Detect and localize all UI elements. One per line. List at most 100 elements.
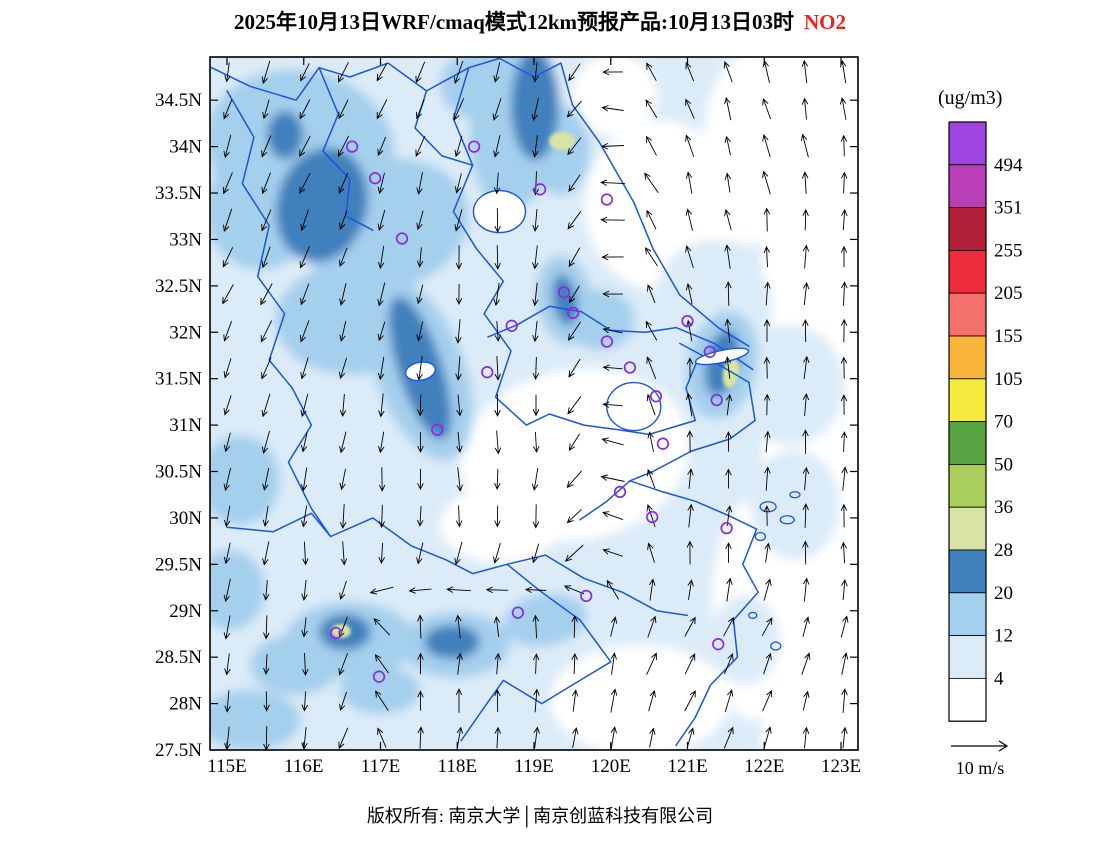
city-marker xyxy=(710,393,723,407)
wind-arrow xyxy=(415,135,426,157)
wind-arrow xyxy=(840,394,848,415)
wind-arrow xyxy=(763,505,771,526)
wind-arrow xyxy=(494,430,502,455)
lat-tick-label: 29.5N xyxy=(155,554,202,575)
wind-arrow xyxy=(566,100,582,118)
colorbar-segment xyxy=(948,506,987,551)
wind-arrow xyxy=(567,396,582,415)
wind-arrow xyxy=(533,688,540,713)
wind-arrow xyxy=(339,691,348,712)
wind-arrow xyxy=(378,467,386,492)
city-marker xyxy=(329,626,343,640)
wind-arrow xyxy=(802,616,810,637)
wind-arrow xyxy=(263,654,270,675)
wind-arrow xyxy=(261,60,271,85)
wind-arrow xyxy=(339,431,347,454)
wind-arrow xyxy=(261,209,272,232)
wind-arrow xyxy=(601,437,624,446)
wind-arrow xyxy=(841,466,848,491)
wind-arrow xyxy=(532,653,540,674)
wind-arrow xyxy=(339,210,348,231)
colorbar-segment xyxy=(948,207,987,251)
wind-arrow xyxy=(602,364,623,371)
wind-arrow xyxy=(685,208,693,231)
wind-arrow xyxy=(377,727,387,748)
lat-tick-label: 34.5N xyxy=(155,90,202,111)
wind-arrow xyxy=(302,652,309,677)
wind-arrow xyxy=(724,208,732,231)
wind-arrow xyxy=(300,283,310,306)
wind-arrow xyxy=(263,691,270,712)
wind-arrow xyxy=(456,652,463,675)
wind-arrow xyxy=(723,653,734,675)
wind-arrow xyxy=(533,431,540,454)
wind-arrow xyxy=(222,172,233,195)
wind-arrow xyxy=(841,281,848,306)
wind-arrow xyxy=(455,356,462,381)
wind-arrow xyxy=(454,541,463,566)
fill-12-20 xyxy=(340,666,420,714)
wind-arrow xyxy=(455,688,463,713)
wind-arrow xyxy=(647,431,654,452)
wind-arrow xyxy=(840,318,848,343)
wind-arrow xyxy=(408,587,432,594)
colorbar-tick-label: 351 xyxy=(994,198,1023,219)
wind-arrow xyxy=(841,726,848,749)
wind-arrow xyxy=(262,99,270,120)
colorbar-segment xyxy=(948,249,987,294)
colorbar-segment xyxy=(948,121,987,166)
fill-12-20 xyxy=(565,290,635,350)
fill-4-12 xyxy=(710,595,780,685)
colorbar-tick-label: 12 xyxy=(994,626,1013,647)
wind-arrow xyxy=(644,172,659,194)
colorbar: 494 351 255 205 155 105 70 50 36 28 20 12 4 xyxy=(948,121,1023,722)
lon-tick-label: 123E xyxy=(821,756,861,777)
colorbar-tick-label: 155 xyxy=(994,326,1023,347)
city-marker xyxy=(712,638,725,651)
wind-arrow xyxy=(647,542,655,563)
wind-arrow xyxy=(724,356,732,379)
lat-tick-label: 28N xyxy=(169,694,202,715)
lon-tick-label: 118E xyxy=(438,756,477,777)
wind-arrow xyxy=(300,209,309,232)
wind-arrow xyxy=(532,320,539,343)
wind-arrow xyxy=(602,511,624,521)
province-border xyxy=(226,90,332,538)
wind-arrow xyxy=(687,468,694,489)
wind-arrow xyxy=(568,285,580,304)
wind-arrow xyxy=(839,59,847,84)
province-border xyxy=(675,528,759,747)
wind-arrow xyxy=(262,541,270,566)
fill-20-28 xyxy=(276,147,368,263)
city-marker xyxy=(467,140,481,153)
colorbar-segment xyxy=(948,463,987,508)
city-marker xyxy=(613,485,627,499)
city-marker xyxy=(681,314,694,328)
fill-white-hole xyxy=(573,57,657,135)
wind-arrow xyxy=(338,357,348,380)
city-marker xyxy=(372,670,386,683)
wind-arrow xyxy=(223,358,232,379)
wind-arrow xyxy=(261,246,271,269)
wind-arrow xyxy=(687,503,694,528)
wind-arrow xyxy=(840,431,848,452)
lake-outline xyxy=(694,347,750,366)
wind-arrow xyxy=(841,208,848,231)
wind-arrow xyxy=(763,652,772,675)
wind-arrow xyxy=(339,503,347,530)
wind-arrow xyxy=(260,283,273,306)
wind-arrow xyxy=(492,97,502,121)
wind-arrow xyxy=(224,653,231,676)
wind-arrow xyxy=(416,284,424,305)
wind-arrow xyxy=(610,616,618,637)
wind-arrow xyxy=(532,504,540,529)
wind-arrow xyxy=(223,578,231,603)
wind-arrow xyxy=(532,356,540,381)
city-marker xyxy=(703,345,716,358)
wind-arrow xyxy=(454,209,463,232)
wind-arrow xyxy=(339,320,347,343)
wind-arrow xyxy=(455,505,463,528)
wind-arrow xyxy=(802,577,810,602)
colorbar-segment xyxy=(948,335,987,380)
